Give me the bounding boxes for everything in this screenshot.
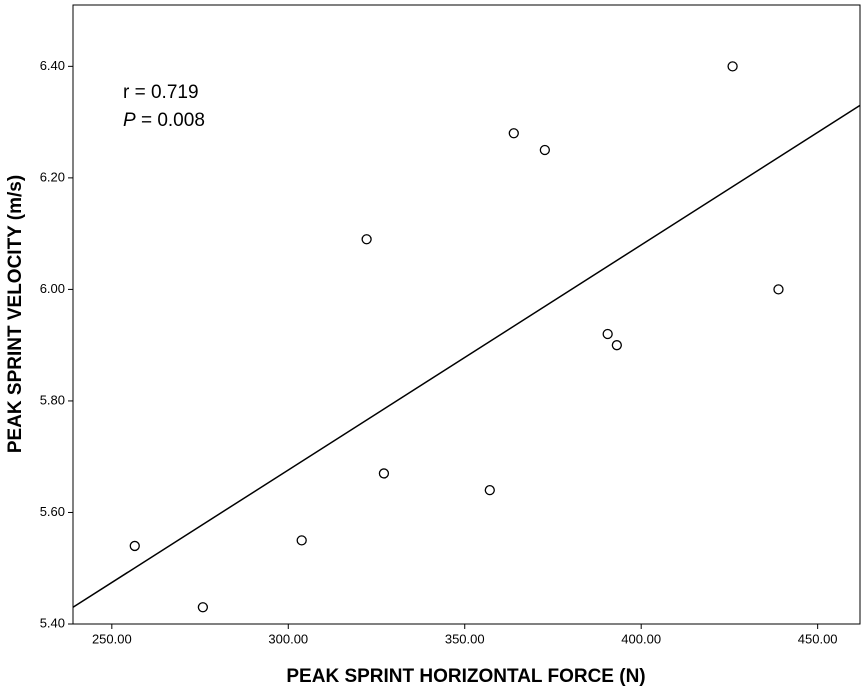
- point: [539, 144, 550, 156]
- y-tick-label: 5.60: [40, 504, 65, 519]
- point: [129, 540, 140, 552]
- point: [361, 234, 372, 245]
- x-tick-label: 400.00: [621, 631, 661, 646]
- annotation: P = 0.008: [123, 110, 205, 131]
- x-tick-label: 450.00: [798, 631, 838, 646]
- y-tick-label: 6.40: [40, 58, 65, 73]
- point: [197, 602, 209, 613]
- y-tick-label: 6.00: [40, 281, 65, 296]
- point: [602, 328, 613, 340]
- y-tick-label: 6.20: [40, 169, 65, 184]
- point: [508, 128, 519, 139]
- x-tick-label: 250.00: [92, 631, 132, 646]
- x-axis-label: PEAK SPRINT HORIZONTAL FORCE (N): [286, 666, 645, 687]
- point: [773, 284, 784, 295]
- fit-line: [72, 104, 861, 608]
- annotation-part: r = 0.719: [123, 82, 199, 103]
- point: [378, 468, 390, 479]
- y-tick-label: 5.40: [40, 615, 65, 630]
- y-tick-label: 5.80: [40, 392, 65, 407]
- point: [727, 61, 738, 72]
- annotation-part: = 0.008: [136, 110, 205, 131]
- x-tick-label: 300.00: [268, 631, 308, 646]
- x-tick-label: 350.00: [445, 631, 485, 646]
- annotation: r = 0.719: [123, 82, 199, 103]
- y-axis-label: PEAK SPRINT VELOCITY (m/s): [5, 175, 26, 453]
- annotation-part: P: [123, 110, 136, 131]
- point: [611, 340, 622, 351]
- plot-frame: [72, 4, 861, 625]
- point: [484, 485, 495, 496]
- point: [296, 535, 307, 546]
